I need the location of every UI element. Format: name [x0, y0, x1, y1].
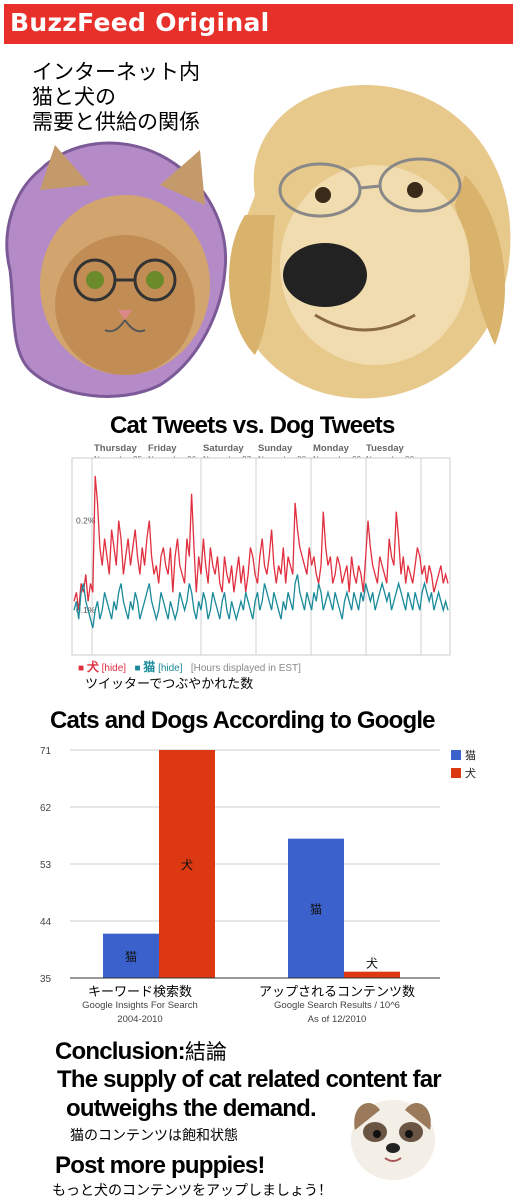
- cat-legend-label: 猫: [143, 660, 156, 674]
- series-line-dog: [73, 475, 449, 611]
- bar-data-label: 猫: [125, 950, 137, 964]
- bar-data-label: 犬: [181, 858, 193, 872]
- conclusion-line-3-jp: もっと犬のコンテンツをアップしましょう！: [52, 1183, 332, 1199]
- conclusion-line-2-jp: 猫のコンテンツは飽和状態: [70, 1128, 238, 1144]
- conclusion-heading: Conclusion:結論: [55, 1036, 227, 1066]
- tweets-plot-area: [71, 457, 451, 656]
- x-sublabel-content-1: Google Search Results / 10^6: [274, 1000, 400, 1011]
- cat-hide-link[interactable]: [hide]: [158, 663, 183, 674]
- x-label-content: アップされるコンテンツ数: [259, 985, 415, 1000]
- x-sublabel-content-2: As of 12/2010: [308, 1014, 367, 1025]
- y-tick-label: 71: [40, 746, 52, 757]
- dog-with-glasses-illustration: [228, 85, 511, 399]
- x-sublabel-searches-2: 2004-2010: [117, 1014, 162, 1025]
- dog-legend-swatch: ■: [78, 663, 85, 674]
- y-tick-label: 53: [40, 860, 52, 871]
- bar-cat: [288, 838, 344, 978]
- buzzfeed-header-bar: [4, 4, 513, 44]
- page-title: インターネット内 猫と犬の 需要と供給の関係: [32, 60, 200, 135]
- conclusion-line-2: outweighs the demand.: [66, 1095, 317, 1122]
- title-line-3: 需要と供給の関係: [32, 110, 200, 134]
- x-label-searches: キーワード検索数: [88, 985, 192, 1000]
- x-day-label: Friday: [148, 443, 177, 454]
- conclusion-heading-en: Conclusion:: [55, 1038, 186, 1065]
- y-tick-label: 35: [40, 974, 52, 985]
- dog-legend-label: 犬: [86, 660, 99, 674]
- conclusion-line-1: The supply of cat related content far: [57, 1066, 442, 1093]
- title-line-2: 猫と犬の: [32, 85, 116, 109]
- legend-swatch: [451, 768, 461, 778]
- tweets-chart-title: Cat Tweets vs. Dog Tweets: [110, 412, 395, 439]
- y-tick-label: 0.1%: [76, 605, 96, 615]
- x-sublabel-searches-1: Google Insights For Search: [82, 1000, 198, 1011]
- cat-legend-swatch: ■: [134, 663, 141, 674]
- legend-swatch: [451, 750, 461, 760]
- x-day-label: Monday: [313, 443, 350, 454]
- tweets-caption: ツイッターでつぶやかれた数: [85, 677, 254, 692]
- x-day-label: Thursday: [94, 443, 137, 454]
- dog-hide-link[interactable]: [hide]: [101, 663, 127, 674]
- bar-data-label: 猫: [310, 902, 322, 916]
- y-tick-label: 44: [40, 917, 52, 928]
- conclusion-heading-jp: 結論: [184, 1040, 227, 1064]
- conclusion-line-3: Post more puppies!: [55, 1152, 265, 1179]
- cat-with-glasses-illustration: [5, 141, 228, 398]
- y-tick-label: 62: [40, 803, 52, 814]
- google-chart-title: Cats and Dogs According to Google: [50, 707, 436, 734]
- legend-label: 猫: [465, 749, 476, 762]
- bar-dog: [159, 750, 215, 978]
- buzzfeed-logo[interactable]: BuzzFeed Original: [10, 8, 270, 37]
- puppy-illustration: [351, 1100, 435, 1180]
- legend-label: 犬: [465, 766, 476, 780]
- tweets-legend: ■ 犬 [hide] ■ 猫 [hide] [Hours displayed i…: [78, 658, 301, 675]
- x-day-label: Sunday: [258, 443, 293, 454]
- series-line-cat: [73, 574, 449, 629]
- x-day-label: Saturday: [203, 443, 244, 454]
- bar-dog: [344, 971, 400, 978]
- tweets-line-chart: ThursdayNovember 25FridayNovember 26Satu…: [71, 443, 451, 656]
- x-day-label: Tuesday: [366, 443, 405, 454]
- timezone-note: [Hours displayed in EST]: [190, 663, 301, 674]
- bar-cat: [103, 933, 159, 978]
- title-line-1: インターネット内: [32, 60, 200, 84]
- y-tick-label: 0.2%: [76, 516, 96, 526]
- bar-data-label: 犬: [366, 957, 378, 971]
